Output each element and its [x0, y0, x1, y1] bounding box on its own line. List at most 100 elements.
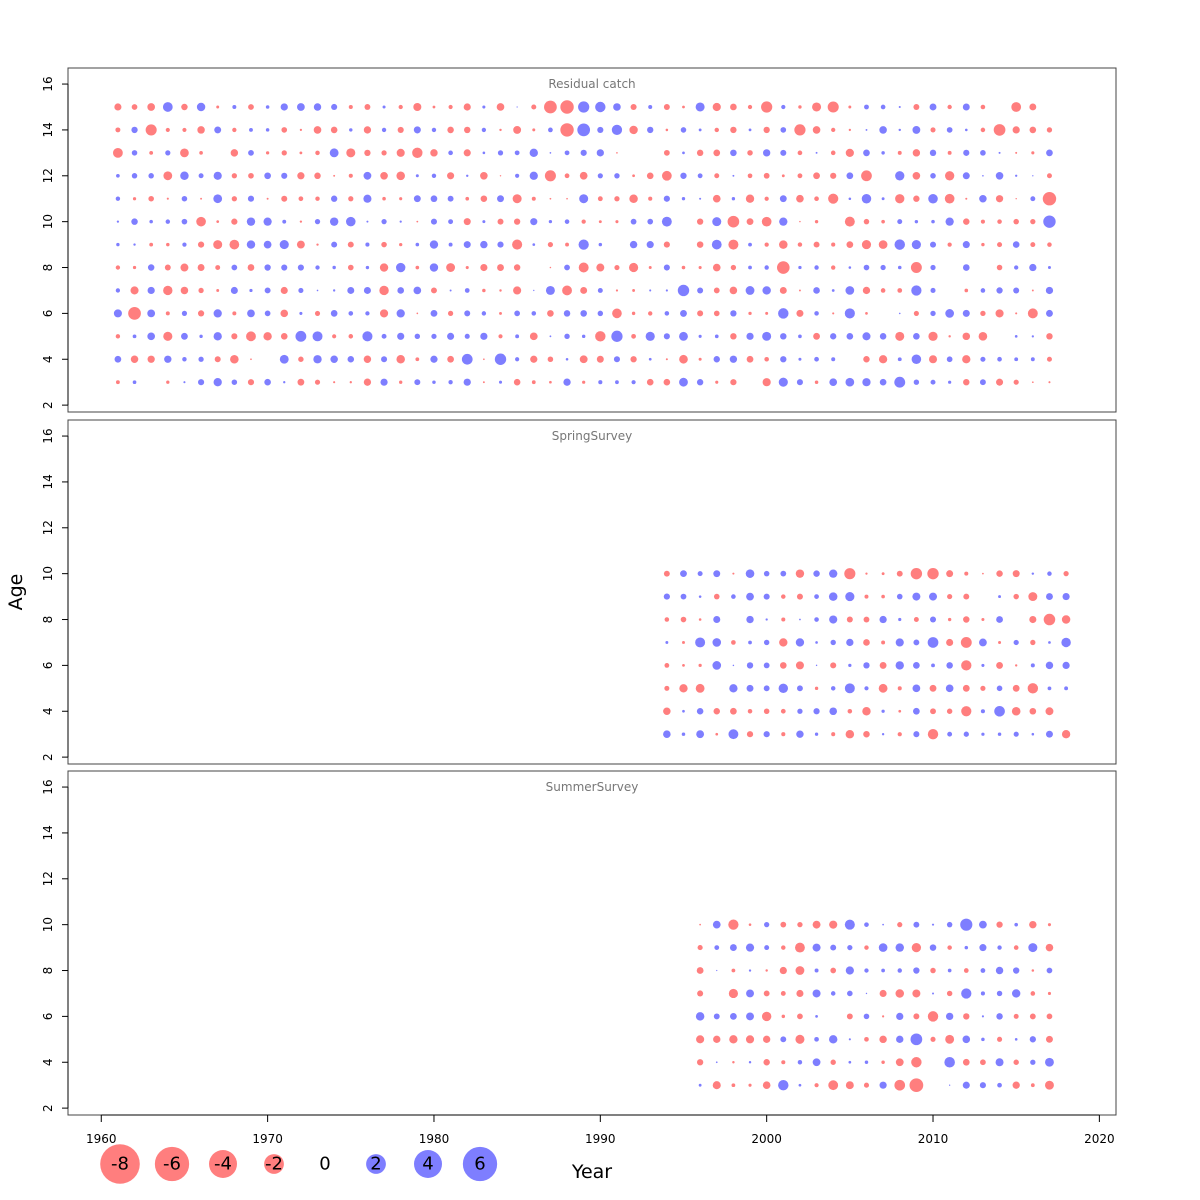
residual-bubble: [882, 923, 884, 926]
residual-bubble: [1048, 381, 1051, 384]
residual-bubble: [414, 333, 421, 340]
y-axis-title: Age: [5, 574, 27, 611]
residual-bubble: [814, 311, 819, 316]
residual-bubble: [980, 1059, 986, 1066]
residual-bubble: [147, 103, 156, 111]
residual-bubble: [648, 196, 653, 201]
residual-bubble: [1013, 967, 1020, 974]
residual-bubble: [1064, 686, 1069, 691]
residual-bubble: [365, 311, 370, 316]
residual-bubble: [249, 127, 253, 132]
residual-bubble: [879, 1081, 887, 1089]
residual-bubble: [713, 310, 720, 317]
residual-bubble: [596, 149, 604, 157]
residual-bubble: [780, 333, 787, 340]
residual-bubble: [648, 311, 653, 316]
legend-label: -6: [163, 1154, 181, 1175]
residual-bubble: [560, 123, 574, 137]
residual-bubble: [299, 128, 303, 132]
y-tick-label: 12: [41, 520, 55, 535]
y-tick-label: 4: [41, 355, 55, 363]
panel-1: Residual catch 2 4 6 8 10 12 14 16: [41, 67, 1117, 413]
residual-bubble: [932, 992, 935, 995]
residual-bubble: [379, 285, 389, 296]
residual-bubble: [315, 196, 320, 201]
residual-bubble: [898, 312, 901, 315]
residual-bubble: [1030, 357, 1035, 362]
residual-bubble: [248, 172, 254, 179]
residual-bubble: [732, 572, 735, 575]
residual-bubble: [312, 331, 323, 342]
residual-bubble: [1029, 1013, 1036, 1020]
residual-bubble: [828, 592, 838, 601]
y-tick-label: 2: [41, 1104, 55, 1112]
residual-bubble: [1061, 730, 1071, 739]
residual-bubble: [333, 289, 336, 292]
residual-bubble: [549, 335, 552, 338]
residual-bubble: [945, 1034, 955, 1044]
residual-bubble: [399, 197, 403, 201]
residual-bubble: [147, 309, 156, 318]
residual-bubble: [1046, 593, 1053, 601]
residual-bubble: [1015, 198, 1017, 200]
residual-bubble: [1013, 593, 1019, 600]
residual-bubble: [863, 356, 870, 363]
residual-bubble: [231, 379, 238, 385]
residual-bubble: [963, 593, 970, 600]
x-tick-label: 2020: [1084, 1132, 1115, 1146]
residual-bubble: [213, 194, 223, 204]
residual-bubble: [348, 334, 354, 339]
residual-bubble: [815, 664, 818, 667]
residual-bubble: [114, 103, 122, 111]
residual-bubble: [881, 219, 885, 224]
residual-bubble: [596, 355, 604, 363]
residual-bubble: [547, 310, 554, 317]
residual-bubble: [730, 264, 737, 271]
residual-bubble: [946, 921, 953, 928]
residual-bubble: [298, 356, 304, 362]
residual-bubble: [845, 377, 855, 387]
residual-bubble: [761, 1011, 772, 1022]
residual-bubble: [763, 126, 770, 134]
residual-bubble: [1030, 639, 1036, 646]
residual-bubble: [578, 101, 590, 113]
residual-bubble: [730, 126, 737, 134]
residual-bubble: [480, 240, 488, 249]
residual-bubble: [580, 286, 588, 294]
residual-bubble: [198, 287, 204, 294]
residual-bubble: [716, 969, 718, 972]
residual-bubble: [264, 264, 271, 271]
residual-bubble: [979, 194, 987, 203]
residual-bubble: [747, 708, 753, 714]
legend-item: 6: [462, 1146, 498, 1182]
residual-bubble: [814, 968, 819, 973]
residual-bubble: [464, 310, 471, 317]
residual-bubble: [713, 1035, 721, 1043]
residual-bubble: [698, 357, 702, 361]
residual-bubble: [713, 287, 720, 294]
residual-bubble: [861, 240, 872, 250]
residual-bubble: [995, 195, 1004, 203]
residual-bubble: [879, 661, 887, 669]
residual-bubble: [879, 378, 887, 386]
residual-bubble: [732, 174, 735, 177]
residual-bubble: [480, 195, 488, 202]
residual-bubble: [727, 215, 740, 228]
residual-bubble: [513, 264, 521, 271]
residual-bubble: [762, 1081, 771, 1089]
residual-bubble: [714, 173, 720, 179]
residual-bubble: [147, 286, 155, 295]
residual-bubble: [696, 1035, 705, 1044]
residual-bubble: [413, 286, 422, 295]
residual-bubble: [231, 333, 238, 340]
residual-bubble: [929, 149, 937, 157]
residual-bubble: [549, 266, 552, 269]
residual-bubble: [498, 380, 503, 384]
residual-bubble: [863, 264, 870, 271]
residual-bubble: [796, 989, 804, 997]
residual-bubble: [813, 332, 820, 340]
residual-bubble: [616, 152, 618, 154]
residual-bubble: [566, 197, 568, 200]
residual-bubble: [746, 355, 754, 363]
y-tick-label: 2: [41, 753, 55, 761]
